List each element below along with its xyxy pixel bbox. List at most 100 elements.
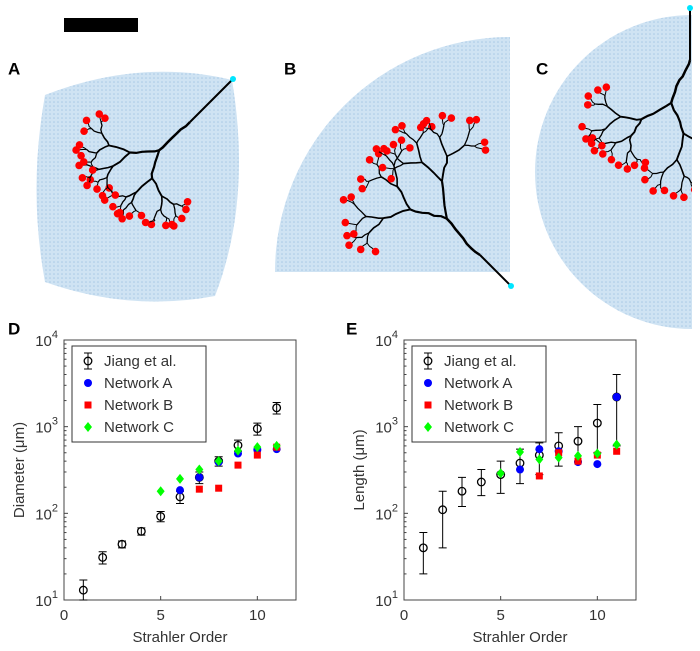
network-branch bbox=[463, 130, 471, 146]
terminal-node bbox=[406, 144, 414, 152]
marker bbox=[136, 526, 146, 536]
terminal-node bbox=[162, 221, 170, 230]
terminal-node bbox=[389, 140, 398, 149]
x-tick-label: 5 bbox=[156, 607, 164, 624]
terminal-node bbox=[587, 139, 596, 148]
x-tick-label: 0 bbox=[60, 607, 68, 624]
terminal-node bbox=[383, 147, 391, 155]
network-branch bbox=[97, 176, 108, 183]
y-tick-label: 104 bbox=[35, 329, 58, 350]
terminal-node bbox=[182, 205, 190, 214]
error-bar bbox=[477, 469, 486, 497]
network-branch bbox=[100, 121, 103, 134]
network-branch bbox=[591, 128, 606, 132]
network-branch bbox=[356, 232, 370, 239]
terminal-node bbox=[640, 164, 649, 172]
marker bbox=[592, 418, 602, 428]
terminal-node bbox=[111, 191, 120, 199]
marker bbox=[272, 440, 281, 451]
terminal-node bbox=[680, 193, 688, 202]
network-branch bbox=[90, 152, 98, 163]
network-branch bbox=[409, 208, 448, 220]
legend-marker bbox=[423, 356, 433, 366]
network-branch bbox=[159, 196, 163, 210]
network-branch bbox=[106, 165, 114, 178]
marker bbox=[195, 485, 203, 493]
network-branch bbox=[682, 132, 692, 147]
network-branch bbox=[438, 137, 448, 157]
network bbox=[72, 110, 192, 230]
terminal-node bbox=[465, 116, 474, 125]
terminal-node bbox=[481, 146, 490, 154]
terminal-node bbox=[641, 175, 649, 184]
marker bbox=[593, 448, 602, 459]
terminal-node bbox=[101, 114, 109, 122]
y-axis-label: Diameter (μm) bbox=[11, 422, 28, 518]
terminal-node bbox=[641, 158, 650, 167]
network-branch bbox=[403, 161, 422, 165]
terminal-node bbox=[356, 175, 365, 183]
terminal-node bbox=[371, 247, 380, 256]
terminal-node bbox=[98, 191, 107, 200]
network-branch bbox=[172, 204, 177, 216]
terminal-node bbox=[447, 114, 456, 122]
marker bbox=[573, 436, 583, 446]
network-branch bbox=[669, 59, 692, 104]
terminal-node bbox=[387, 174, 396, 183]
y-tick-label: 104 bbox=[375, 329, 398, 350]
panel-label: E bbox=[346, 319, 357, 338]
network-branch bbox=[159, 209, 167, 219]
network-branch bbox=[429, 128, 441, 138]
tissue-region bbox=[275, 37, 510, 272]
network-branch bbox=[135, 177, 153, 193]
legend-marker bbox=[83, 356, 93, 366]
y-axis-label: Length (μm) bbox=[351, 429, 368, 510]
terminal-node bbox=[630, 161, 639, 170]
marker bbox=[554, 452, 563, 463]
marker bbox=[535, 445, 544, 454]
terminal-node bbox=[582, 135, 590, 143]
terminal-node bbox=[339, 196, 348, 204]
terminal-node bbox=[660, 186, 669, 195]
error-bar bbox=[593, 404, 602, 454]
network-branch bbox=[366, 232, 370, 244]
legend-marker bbox=[84, 401, 92, 409]
network-branch bbox=[150, 149, 161, 179]
marker bbox=[272, 403, 282, 413]
legend-label: Network B bbox=[444, 397, 513, 414]
terminal-node bbox=[77, 151, 85, 160]
network-branch bbox=[112, 151, 131, 167]
terminal-node bbox=[584, 92, 593, 100]
marker bbox=[253, 451, 261, 459]
network-branch bbox=[629, 149, 638, 160]
network-branch bbox=[605, 116, 622, 130]
terminal-node bbox=[480, 138, 489, 147]
legend-label: Jiang et al. bbox=[104, 353, 177, 370]
network-branch bbox=[615, 134, 632, 144]
error-bar bbox=[419, 532, 428, 575]
inlet-vessel bbox=[189, 79, 233, 123]
legend-marker bbox=[84, 379, 92, 387]
network-branch bbox=[680, 176, 685, 188]
network-branch bbox=[86, 149, 97, 154]
terminal-node bbox=[178, 214, 186, 223]
terminal-node bbox=[422, 116, 431, 125]
network-branch bbox=[628, 135, 632, 151]
terminal-node bbox=[583, 101, 592, 109]
tissue-region bbox=[535, 15, 692, 329]
network-branch bbox=[130, 202, 137, 211]
terminal-node bbox=[349, 230, 358, 238]
marker bbox=[98, 552, 108, 562]
network-branch bbox=[625, 149, 631, 163]
network-branch bbox=[120, 196, 127, 206]
terminal-node bbox=[438, 111, 447, 120]
legend-box bbox=[71, 345, 207, 443]
network-branch bbox=[439, 125, 445, 138]
inlet bbox=[230, 76, 236, 82]
terminal-node bbox=[95, 110, 104, 118]
network-branch bbox=[376, 164, 382, 178]
legend-label: Network C bbox=[444, 419, 514, 436]
terminal-node bbox=[109, 202, 117, 211]
y-tick-label: 101 bbox=[35, 589, 58, 610]
